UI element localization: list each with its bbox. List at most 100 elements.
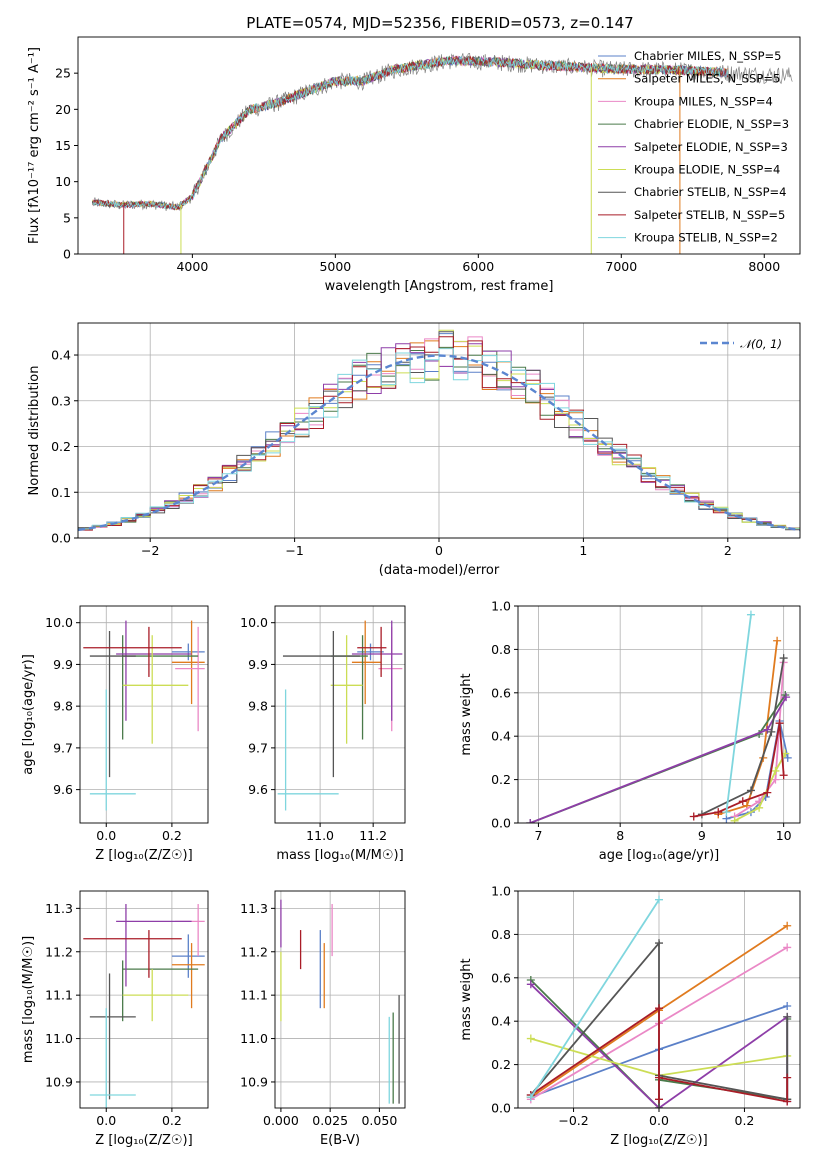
weight_vs_Z-ytick-label: 0.8 (491, 927, 511, 942)
age_vs_Z-xtick-label: 0.0 (96, 828, 116, 843)
weight-marker (526, 1093, 535, 1102)
model-spectrum (91, 55, 729, 210)
spectrum-ylabel: Flux [fλ10⁻¹⁷ erg cm⁻² s⁻¹ A⁻¹] (27, 47, 42, 244)
weight-marker (783, 1012, 792, 1021)
model-spectrum (91, 55, 729, 211)
residuals-ytick-label: 0.0 (51, 531, 71, 546)
weight-marker (771, 766, 780, 775)
age_vs_mass-ytick-label: 10.0 (240, 615, 268, 630)
spectrum-xtick-label: 5000 (319, 259, 351, 274)
legend-entry: Kroupa ELODIE, N_SSP=4 (634, 163, 780, 177)
residuals-xtick-label: 1 (579, 543, 587, 558)
weight-marker (655, 1095, 663, 1104)
weight-marker (783, 943, 792, 952)
age_vs_mass-xtick-label: 11.0 (306, 828, 334, 843)
weight-line (718, 640, 778, 816)
spectrum-plot (91, 53, 793, 254)
weight_vs_Z-ytick-label: 0.0 (491, 1101, 511, 1116)
spectrum-xtick-label: 8000 (748, 259, 780, 274)
weight-line (725, 614, 752, 813)
residual-histogram (78, 348, 800, 530)
weight_vs_age-plot (526, 610, 792, 823)
age_vs_Z-axes: 0.0 0.2 9.6 9.7 9.8 9.9 10.0 Z [log₁₀(Z/Z☉)] age… (21, 606, 208, 863)
residuals-ytick-label: 0.1 (51, 485, 71, 500)
model-spectrum (91, 55, 729, 211)
age_vs_Z-xtick-label: 0.2 (162, 828, 182, 843)
weight-marker (767, 727, 776, 736)
model-spectrum (92, 56, 729, 211)
age_vs_mass-axes: 11.0 11.2 9.6 9.7 9.8 9.9 10.0 mass [log₁₀(M/M☉… (240, 606, 405, 863)
weight_vs_age-xtick-label: 8 (616, 828, 624, 843)
weight_vs_age-xtick-label: 10 (776, 828, 792, 843)
age_vs_mass-xtick-label: 11.2 (359, 828, 387, 843)
weight-line (701, 657, 785, 816)
mass_vs_ebv-plot (280, 899, 400, 1104)
mass_vs_ebv-ytick-label: 11.3 (240, 901, 268, 916)
mass_vs_Z-axes: 0.0 0.2 10.9 11.0 11.1 11.2 11.3 Z [log₁₀(Z/Z☉)… (21, 891, 208, 1148)
weight_vs_age-ytick-label: 0.4 (491, 729, 511, 744)
weight_vs_Z-frame (517, 890, 801, 1109)
weight_vs_age-ytick-label: 1.0 (491, 599, 511, 614)
residuals-ytick-label: 0.3 (51, 393, 71, 408)
weight-marker (779, 654, 788, 663)
weight-marker (655, 1073, 663, 1082)
weight_vs_Z-xtick-label: −0.2 (558, 1113, 588, 1128)
spectrum-ytick-label: 25 (55, 66, 71, 81)
mass_vs_Z-frame (79, 890, 209, 1109)
spectrum-ytick-label: 0 (63, 247, 71, 262)
age_vs_Z-frame (79, 605, 209, 824)
legend-entry: Salpeter MILES, N_SSP=5 (634, 72, 780, 86)
weight-marker (655, 1104, 663, 1108)
weight_vs_age-ytick-label: 0.8 (491, 642, 511, 657)
age_vs_Z-ytick-label: 9.7 (53, 740, 73, 755)
mass_vs_Z-ytick-label: 11.1 (45, 988, 73, 1003)
spectrum-ytick-label: 20 (55, 102, 71, 117)
weight_vs_age-xlabel: age [log₁₀(age/yr)] (599, 848, 720, 863)
weight-marker (763, 725, 772, 734)
mass_vs_ebv-ytick-label: 11.2 (240, 944, 268, 959)
weight-marker (738, 797, 747, 806)
weight_vs_Z-xtick-label: 0.2 (735, 1113, 755, 1128)
weight-marker (722, 808, 731, 817)
residuals-xlabel: (data-model)/error (379, 563, 500, 578)
mass_vs_ebv-xlabel: E(B-V) (320, 1133, 360, 1148)
spectrum-legend: Chabrier MILES, N_SSP=5 Salpeter MILES, N… (598, 49, 789, 245)
age_vs_Z-ylabel: age [log₁₀(age/yr)] (21, 654, 36, 775)
weight-marker (689, 812, 698, 821)
spectrum-ytick-label: 10 (55, 174, 71, 189)
model-spectrum (91, 55, 729, 211)
weight_vs_age-ytick-label: 0.0 (491, 816, 511, 831)
age_vs_Z-ytick-label: 9.8 (53, 699, 73, 714)
legend-entry: Kroupa MILES, N_SSP=4 (634, 94, 773, 108)
spectrum-xtick-label: 7000 (605, 259, 637, 274)
weight-marker (655, 1004, 663, 1013)
weight_vs_Z-ytick-label: 0.6 (491, 970, 511, 985)
weight-line (693, 723, 785, 818)
age_vs_Z-ytick-label: 9.6 (53, 782, 73, 797)
weight_vs_Z-ytick-label: 1.0 (491, 884, 511, 899)
age_vs_mass-ytick-label: 9.8 (248, 699, 268, 714)
legend-entry: Salpeter ELODIE, N_SSP=3 (634, 140, 788, 154)
weight-marker (526, 819, 535, 823)
age_vs_mass-xlabel: mass [log₁₀(M/M☉)] (276, 848, 403, 863)
spectrum-axes: 4000 5000 6000 7000 8000 0 5 10 15 20 25 wavelength… (27, 47, 780, 294)
weight_vs_age-ylabel: mass weight (459, 673, 474, 755)
age_vs_Z-xlabel: Z [log₁₀(Z/Z☉)] (95, 848, 192, 863)
weight-marker (763, 788, 772, 797)
spectrum-ytick-label: 15 (55, 138, 71, 153)
age_vs_mass-ytick-label: 9.7 (248, 740, 268, 755)
weight-marker (782, 693, 791, 702)
weight_vs_age-ytick-label: 0.6 (491, 685, 511, 700)
spectrum-frame (77, 36, 801, 255)
weight-marker (714, 808, 723, 817)
weight-marker (783, 1002, 792, 1011)
weight_vs_Z-xlabel: Z [log₁₀(Z/Z☉)] (610, 1133, 707, 1148)
weight-marker (783, 1073, 792, 1082)
mass_vs_ebv-ytick-label: 11.1 (240, 988, 268, 1003)
residuals-xtick-label: −1 (285, 543, 303, 558)
spectrum-xtick-label: 4000 (176, 259, 208, 274)
mass_vs_ebv-axes: 0.000 0.025 0.050 10.9 11.0 11.1 11.2 11.3 E(B-V… (240, 891, 405, 1148)
weight-marker (526, 980, 535, 989)
normal-curve (78, 354, 800, 532)
